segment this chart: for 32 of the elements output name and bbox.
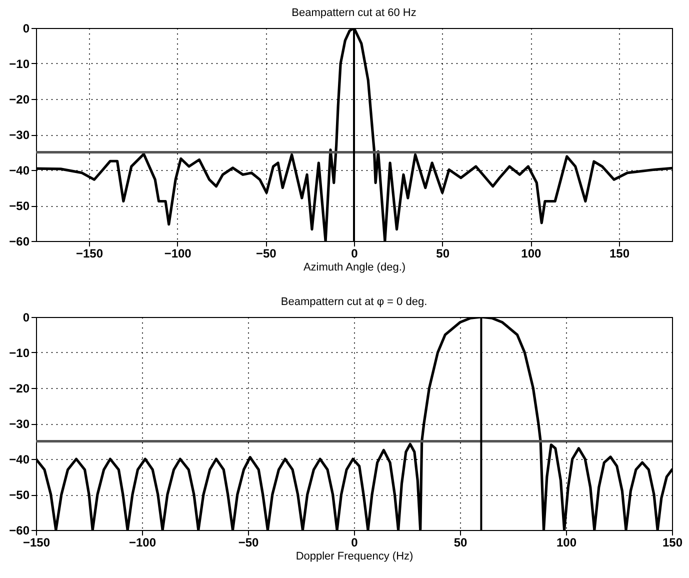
y-tick-label: −20 (9, 382, 30, 396)
y-tick-label: −50 (9, 199, 30, 213)
y-tick-label: −10 (9, 57, 30, 71)
x-tick-label: 0 (351, 536, 358, 550)
x-tick-label: 150 (662, 536, 683, 550)
y-tick-label: −40 (9, 164, 30, 178)
chart-title: Beampattern cut at 60 Hz (292, 7, 416, 19)
y-tick-label: −30 (9, 417, 30, 431)
x-axis-title: Doppler Frequency (Hz) (296, 550, 414, 562)
x-tick-label: 100 (521, 246, 542, 260)
x-tick-label: 0 (351, 246, 358, 260)
x-axis-title: Azimuth Angle (deg.) (303, 262, 406, 274)
y-tick-label: −40 (9, 452, 30, 466)
x-tick-label: 50 (454, 536, 468, 550)
y-tick-label: 0 (22, 22, 30, 36)
x-tick-label: −100 (164, 246, 192, 260)
x-tick-label: 100 (556, 536, 577, 550)
y-tick-label: −20 (9, 92, 30, 106)
y-tick-label: −60 (9, 234, 30, 248)
y-tick-label: −30 (9, 128, 30, 142)
y-tick-label: −50 (9, 488, 30, 502)
chart-title: Beampattern cut at φ = 0 deg. (280, 296, 428, 308)
y-tick-label: 0 (22, 310, 30, 324)
x-tick-label: 50 (436, 246, 450, 260)
x-tick-label: −150 (76, 246, 104, 260)
x-tick-label: 150 (609, 246, 630, 260)
x-tick-label: −50 (256, 246, 277, 260)
y-tick-label: −60 (9, 524, 30, 538)
x-tick-label: −150 (22, 536, 50, 550)
y-tick-label: −10 (9, 346, 30, 360)
x-tick-label: −100 (128, 536, 156, 550)
x-tick-label: −50 (238, 536, 259, 550)
